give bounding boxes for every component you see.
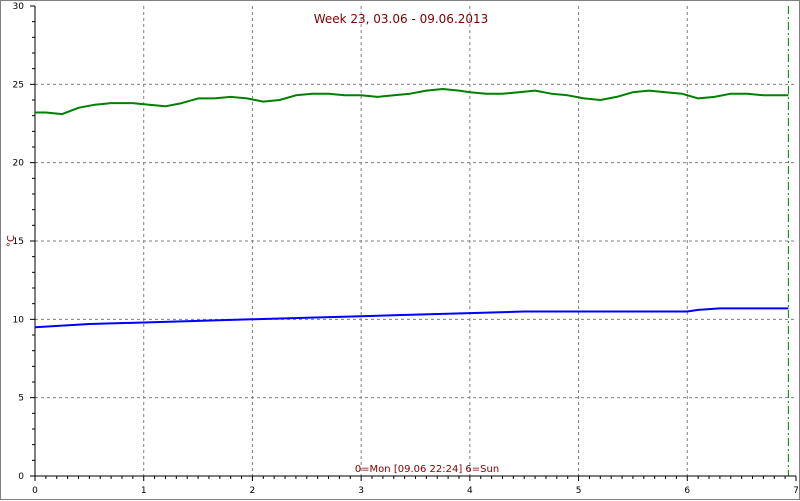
series-line-2 <box>34 307 789 329</box>
y-tick-label: 30 <box>13 2 25 12</box>
x-tick-label: 2 <box>250 486 256 496</box>
x-tick-label: 4 <box>467 486 473 496</box>
y-tick-label: 15 <box>13 237 24 247</box>
axes: 0 5 10 15 20 25 30 0 1 2 3 4 5 6 7 <box>13 2 799 496</box>
x-tick-label: 7 <box>793 486 799 496</box>
y-tick-label: 10 <box>13 315 25 325</box>
series-line-1 <box>35 88 789 116</box>
x-tick-label: 5 <box>576 486 582 496</box>
y-tick-label: 25 <box>13 80 24 90</box>
x-tick-label: 3 <box>358 486 364 496</box>
y-tick-label: 5 <box>18 394 24 404</box>
series-lines <box>34 88 789 329</box>
grid-lines <box>35 6 796 476</box>
x-tick-label: 1 <box>141 486 147 496</box>
x-tick-label: 0 <box>32 486 38 496</box>
y-tick-label: 20 <box>13 159 25 169</box>
x-axis-label: 0=Mon [09.06 22:24] 6=Sun <box>355 464 499 475</box>
x-tick-label: 6 <box>684 486 690 496</box>
chart-title: Week 23, 03.06 - 09.06.2013 <box>314 12 489 26</box>
y-axis-label: °C <box>6 235 17 247</box>
y-tick-label: 0 <box>18 472 24 482</box>
